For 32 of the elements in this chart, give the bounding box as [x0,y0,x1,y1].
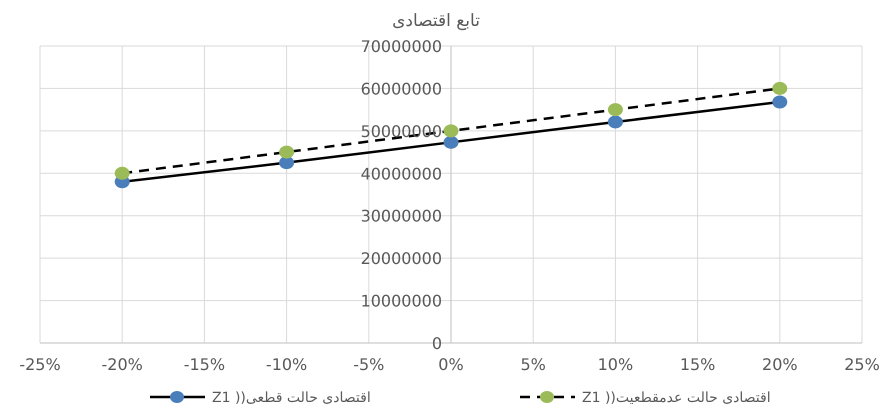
point [608,115,623,128]
point [772,82,788,95]
point [608,103,623,116]
x-tick-label: -25% [19,355,61,374]
y-tick-label: 50000000 [360,122,442,141]
point [114,166,130,180]
chart-title: تابع اقتصادی [392,11,480,31]
point [444,136,458,149]
x-tick-label: 10% [598,355,634,374]
x-tick-label: -5% [353,355,384,374]
x-tick-label: -20% [102,355,143,374]
x-tick-label: 5% [520,355,546,374]
x-tick-label: -10% [266,355,308,374]
x-tick-label: 25% [844,355,880,374]
legend-item: اقتصادی حالت عدمقطعیت(( Z1 [520,390,771,406]
x-tick-label: 20% [762,355,798,374]
y-tick-label: 0 [432,334,442,353]
y-tick-label: 60000000 [360,79,442,98]
y-tick-label: 70000000 [360,37,442,56]
point [444,124,458,138]
legend-label: اقتصادی حالت قطعی(( Z1 [212,390,371,406]
legend-label: اقتصادی حالت عدمقطعیت(( Z1 [582,390,771,406]
legend-item: اقتصادی حالت قطعی(( Z1 [150,390,371,406]
y-tick-label: 10000000 [360,292,442,311]
point [279,146,294,159]
y-tick-label: 20000000 [360,249,442,268]
y-tick-label: 30000000 [360,206,442,226]
y-tick-label: 40000000 [360,164,442,184]
x-tick-label: 0% [438,355,464,374]
x-tick-label: 15% [680,355,716,374]
point [772,96,788,109]
x-tick-label: -15% [184,355,226,374]
